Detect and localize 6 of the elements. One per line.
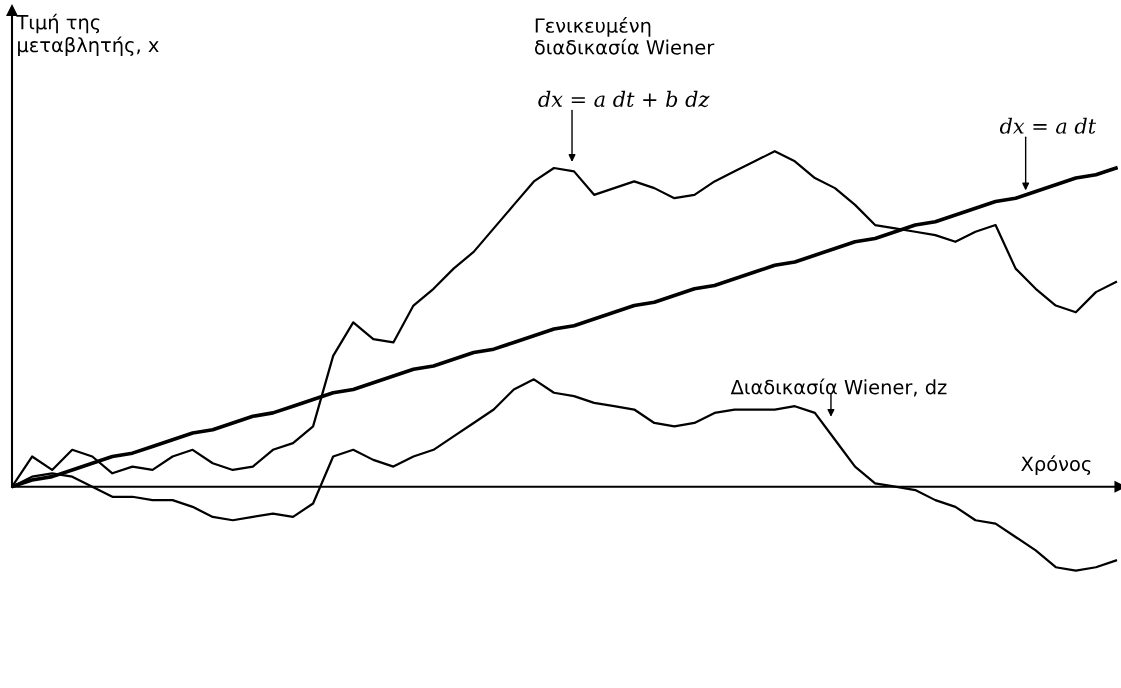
x-axis-title: Χρόνος [1021,455,1091,475]
text: dx = a dt + b dz [538,90,710,108]
annotation: Διαδικασία Wiener, dz [730,378,947,397]
text: Γενικευμένη διαδικασία Wiener [534,17,715,55]
y-axis-title: Τιμή της μεταβλητής, x [16,13,159,57]
text: dx = a dt [999,117,1097,134]
